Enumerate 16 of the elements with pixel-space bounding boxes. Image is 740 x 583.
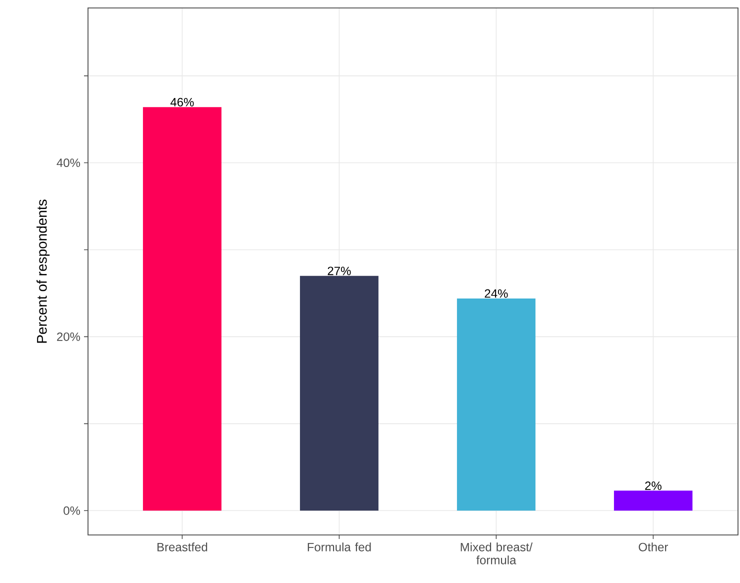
bar <box>142 107 222 511</box>
x-tick-label: Other <box>638 542 668 552</box>
x-tick-label: Formula fed <box>308 542 371 552</box>
data-label: 24% <box>484 289 508 298</box>
y-tick-label: 40% <box>56 158 80 168</box>
data-label: 27% <box>328 266 351 276</box>
y-tick-label: 20% <box>57 332 80 341</box>
data-label: 2% <box>645 481 662 490</box>
bar <box>456 298 536 511</box>
x-tick-label: Breastfed <box>158 542 208 552</box>
x-tick-label: Mixed breast/ formula <box>460 542 533 564</box>
y-axis-title: Percent of respondents <box>36 200 50 343</box>
bar <box>614 490 692 511</box>
y-tick-label: 0% <box>64 506 80 515</box>
data-label: 46% <box>170 98 194 106</box>
bar <box>300 276 378 511</box>
